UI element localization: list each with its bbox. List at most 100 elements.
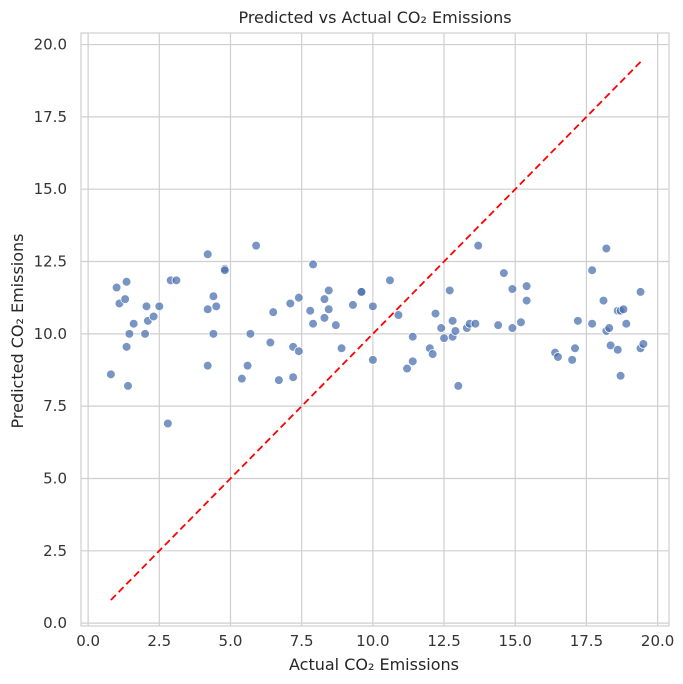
data-point	[128, 318, 139, 329]
data-point	[407, 356, 418, 367]
data-point	[202, 304, 213, 315]
data-point	[493, 320, 503, 330]
data-point	[120, 294, 130, 304]
data-point	[430, 308, 441, 319]
data-point	[111, 282, 122, 293]
data-point	[436, 323, 447, 333]
x-tick-label: 12.5	[427, 632, 460, 650]
y-axis-title: Predicted CO₂ Emissions	[8, 234, 27, 429]
data-point	[587, 265, 597, 276]
data-point	[621, 318, 632, 329]
y-tick-label: 15.0	[34, 180, 67, 198]
data-point	[618, 304, 629, 315]
data-point	[601, 243, 612, 254]
data-point	[402, 363, 412, 374]
x-tick-label: 0.0	[76, 632, 100, 650]
data-point	[407, 331, 418, 342]
data-point	[308, 259, 318, 270]
data-point	[570, 343, 580, 354]
data-point	[294, 292, 304, 303]
data-point	[516, 317, 526, 328]
data-point	[319, 313, 330, 323]
data-point	[245, 329, 256, 339]
data-point	[331, 320, 341, 330]
x-tick-label: 5.0	[219, 632, 243, 650]
data-point	[587, 318, 597, 329]
data-point	[154, 301, 165, 312]
data-point	[470, 318, 481, 329]
data-point	[294, 346, 304, 356]
data-point	[567, 355, 577, 365]
data-point	[356, 287, 367, 297]
data-point	[242, 360, 253, 371]
x-tick-labels: 0.0 2.5 5.0 7.5 10.0 12.5 15.0 17.5 20.0	[76, 632, 674, 650]
data-point	[202, 360, 213, 371]
data-point	[308, 318, 318, 329]
data-point	[141, 301, 152, 312]
chart-title: Predicted vs Actual CO₂ Emissions	[238, 8, 511, 27]
data-point	[573, 316, 583, 326]
data-point	[447, 316, 458, 326]
y-tick-label: 17.5	[34, 108, 67, 126]
x-tick-label: 17.5	[570, 632, 603, 650]
data-point	[393, 310, 404, 320]
data-point	[288, 372, 298, 383]
data-point	[444, 285, 455, 296]
data-points	[106, 240, 649, 429]
x-tick-label: 20.0	[641, 632, 674, 650]
data-point	[507, 323, 518, 333]
x-tick-label: 15.0	[499, 632, 532, 650]
data-point	[305, 305, 316, 316]
data-point	[612, 344, 623, 355]
y-tick-label: 12.5	[34, 253, 67, 271]
data-point	[268, 307, 279, 317]
data-point	[219, 265, 230, 276]
data-point	[553, 352, 563, 362]
plot-area-frame	[80, 32, 670, 627]
x-tick-label: 2.5	[147, 632, 171, 650]
x-axis-title: Actual CO₂ Emissions	[289, 655, 459, 674]
data-point	[604, 323, 615, 333]
x-tick-label: 10.0	[356, 632, 389, 650]
data-point	[638, 339, 649, 349]
data-point	[598, 295, 609, 306]
data-point	[368, 355, 378, 365]
data-point	[265, 337, 276, 348]
data-point	[274, 375, 284, 385]
data-point	[323, 304, 334, 315]
reference-line	[110, 58, 645, 601]
data-point	[348, 300, 358, 310]
data-point	[499, 268, 509, 278]
data-point	[521, 295, 532, 306]
y-tick-label: 2.5	[43, 542, 67, 560]
data-point	[635, 287, 646, 297]
data-point	[121, 342, 132, 352]
y-tick-label: 20.0	[34, 36, 67, 54]
data-point	[106, 369, 116, 380]
y-tick-label: 0.0	[43, 614, 67, 632]
data-point	[385, 275, 395, 286]
data-point	[605, 340, 616, 351]
data-point	[121, 276, 132, 287]
data-point	[450, 326, 461, 336]
data-point	[521, 281, 532, 291]
data-point	[148, 311, 159, 322]
data-point	[453, 381, 464, 391]
data-point	[507, 284, 518, 294]
data-point	[237, 373, 247, 384]
data-point	[336, 343, 347, 354]
data-point	[615, 370, 626, 381]
data-point	[171, 275, 182, 286]
data-point	[473, 240, 484, 251]
y-tick-labels: 0.0 2.5 5.0 7.5 10.0 12.5 15.0 17.5 20.0	[34, 36, 67, 633]
data-point	[368, 301, 378, 312]
data-point	[285, 298, 296, 309]
data-point	[251, 240, 261, 251]
data-point	[319, 294, 330, 304]
y-tick-label: 7.5	[43, 397, 67, 415]
y-tick-label: 10.0	[34, 325, 67, 343]
grid	[81, 33, 669, 626]
data-point	[211, 301, 222, 312]
